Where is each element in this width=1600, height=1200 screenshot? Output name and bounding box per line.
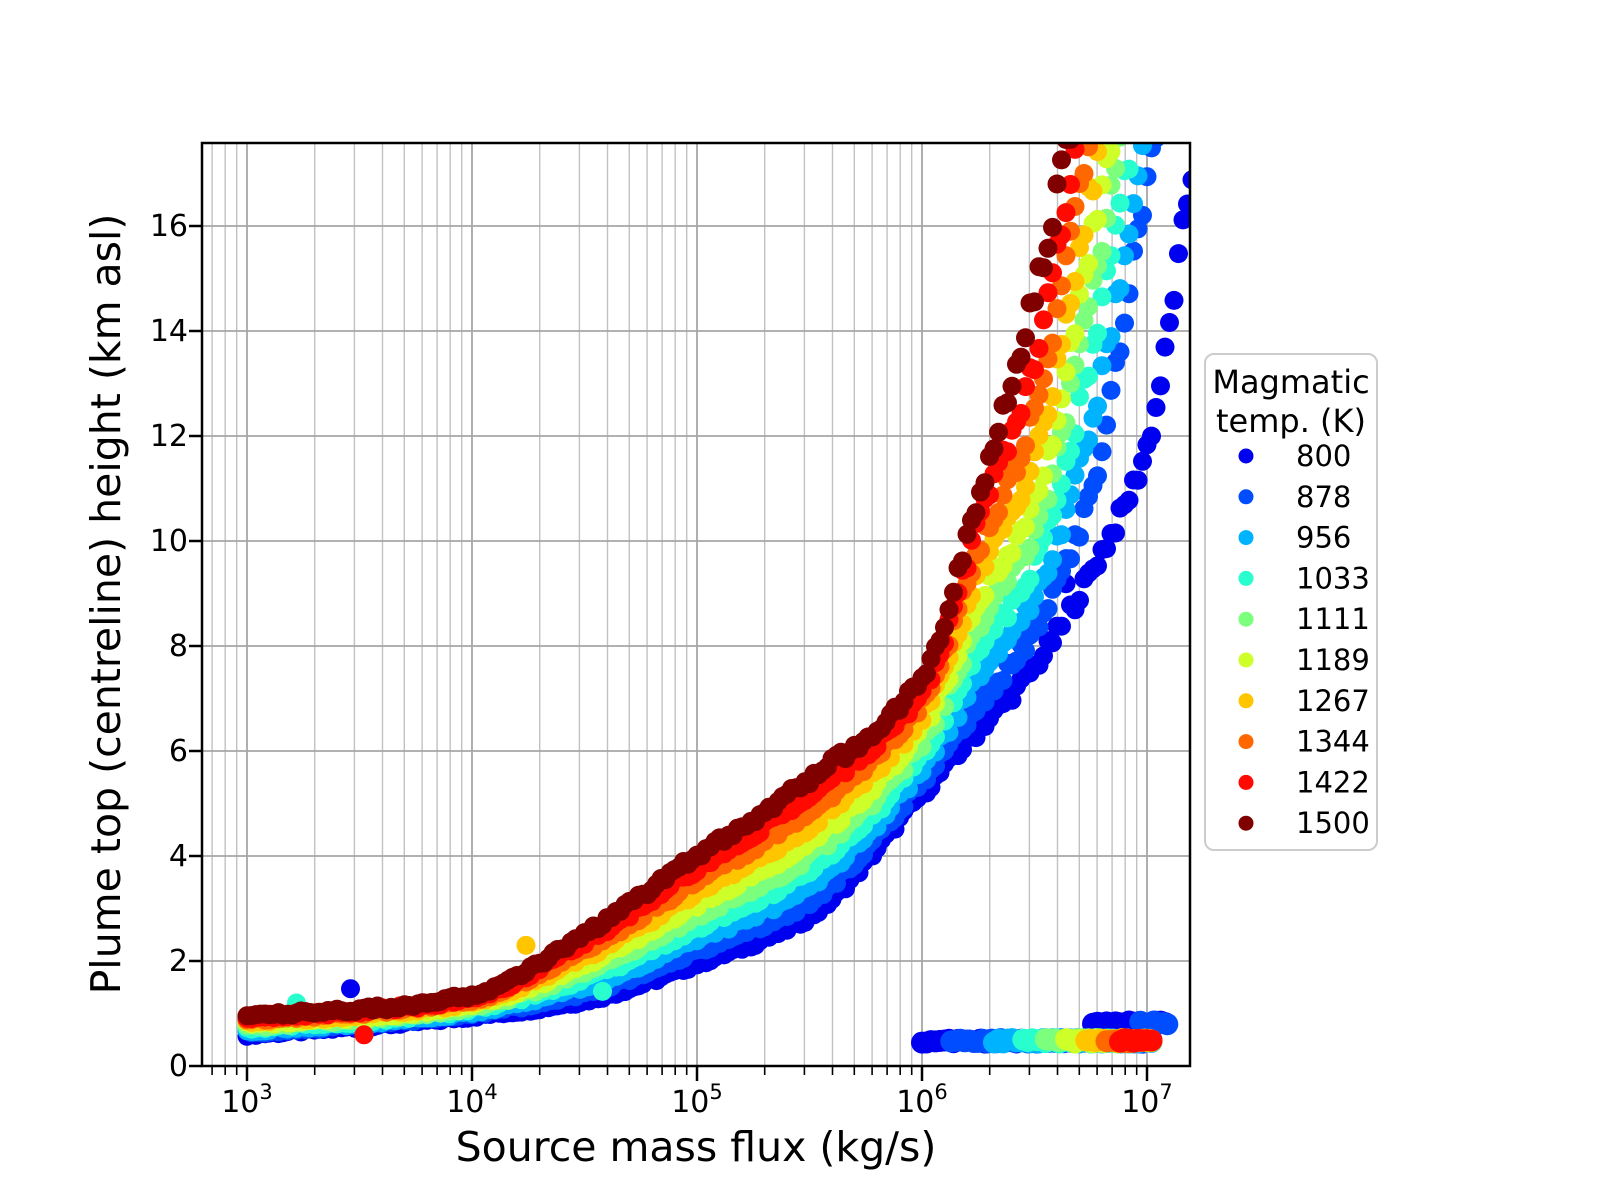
legend-label: 878 [1296,480,1351,514]
legend-entry: 1033 [1238,561,1370,595]
legend-marker-icon [1238,734,1254,750]
legend-marker-icon [1238,530,1254,546]
legend: Magmatic temp. (K) 800 878 956 1033 1111 1189… [1204,353,1378,851]
x-axis-label: Source mass flux (kg/s) [456,1123,937,1171]
legend-box [1204,353,1378,851]
series-1500-dots [237,143,1080,1026]
legend-entry: 1111 [1238,602,1370,636]
legend-label: 1267 [1296,684,1370,718]
legend-marker-icon [1238,774,1254,790]
legend-label: 1033 [1296,561,1370,595]
legend-entry: 1189 [1238,643,1370,677]
legend-marker-icon [1238,815,1254,831]
legend-label: 1189 [1296,643,1370,677]
legend-marker-icon [1238,693,1254,709]
legend-label: 1111 [1296,602,1370,636]
legend-entry: 1500 [1238,806,1370,840]
y-tick-label: 14 [150,314,188,349]
legend-label: 800 [1296,439,1351,473]
legend-title-line2: temp. (K) [1216,402,1366,440]
legend-entry: 1422 [1238,765,1370,799]
legend-marker-icon [1238,652,1254,668]
legend-marker-icon [1238,611,1254,627]
x-tick-label: 106 [896,1080,948,1120]
legend-title-line1: Magmatic [1212,363,1369,401]
y-tick-label: 16 [150,209,188,244]
legend-label: 956 [1296,521,1351,555]
y-tick-label: 0 [169,1049,188,1084]
legend-entry: 1267 [1238,684,1370,718]
y-tick-label: 4 [169,839,188,874]
legend-entry: 956 [1238,521,1351,555]
legend-label: 1500 [1296,806,1370,840]
scatter-points [237,143,1190,1054]
x-tick-label: 107 [1121,1080,1173,1120]
legend-label: 1422 [1296,765,1370,799]
legend-marker-icon [1238,448,1254,464]
y-tick-label: 6 [169,734,188,769]
y-tick-label: 12 [150,419,188,454]
legend-label: 1344 [1296,725,1370,759]
legend-marker-icon [1238,570,1254,586]
legend-entry: 1344 [1238,725,1370,759]
x-tick-label: 104 [446,1080,498,1120]
x-tick-label: 105 [671,1080,723,1120]
x-tick-label: 103 [221,1080,273,1120]
legend-entry: 878 [1238,480,1351,514]
legend-marker-icon [1238,489,1254,505]
y-tick-label: 10 [150,524,188,559]
legend-entries: 800 878 956 1033 1111 1189 1267 1344 1422 1500 [1238,439,1370,840]
legend-entry: 800 [1238,439,1351,473]
y-tick-label: 8 [169,629,188,664]
y-axis-label: Plume top (centreline) height (km asl) [82,214,130,995]
tick-labels: 103 104 105 106 107 0 2 4 6 8 10 12 14 16 [150,209,1173,1120]
y-tick-label: 2 [169,944,188,979]
axes-spines-and-ticks [189,141,1192,1081]
